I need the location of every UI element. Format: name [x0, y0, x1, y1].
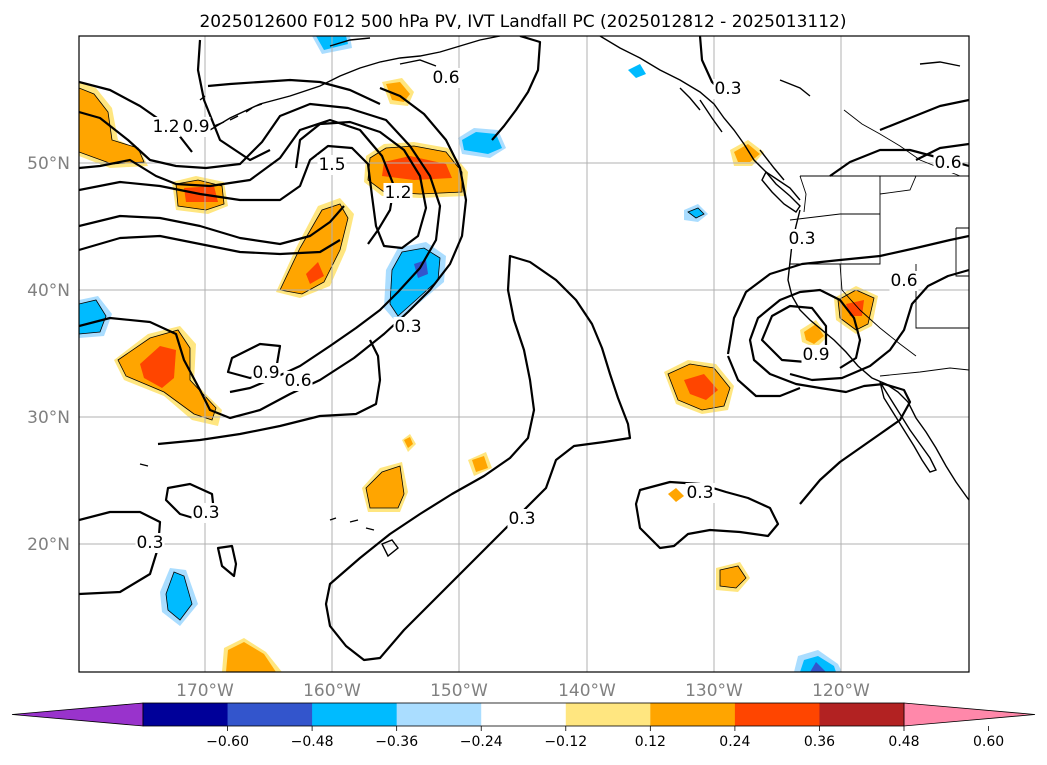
map-frame — [78, 35, 970, 673]
contour-label-0-9-west: 0.9 — [182, 117, 209, 137]
colorbar-tick-label: 0.36 — [804, 734, 835, 750]
contour-labels: 0.6 0.3 0.6 1.2 0.9 1.5 1.2 0.3 0.6 0.9 … — [135, 68, 963, 553]
colorbar-tick-label: −0.60 — [206, 734, 249, 750]
colorbar-extend-high — [903, 702, 1036, 727]
colorbar-segment — [227, 703, 313, 726]
lat-labels: 50°N 40°N 30°N 20°N — [27, 154, 70, 555]
map-area — [79, 36, 969, 672]
colorbar-tick-label: −0.24 — [460, 734, 503, 750]
contour-label-1-2-center: 1.2 — [384, 183, 411, 203]
colorbar-frame — [142, 702, 905, 727]
map-title: 2025012600 F012 500 hPa PV, IVT Landfall… — [199, 12, 846, 32]
lon-label-130w: 130°W — [685, 681, 743, 701]
colorbar-tick-label: 0.12 — [635, 734, 666, 750]
contour-label-0-9-south: 0.9 — [252, 363, 279, 383]
contour-label-1-2-west: 1.2 — [152, 117, 179, 137]
colorbar-extend-low — [11, 702, 144, 727]
colorbar-segment — [565, 703, 651, 726]
contour-label-1-5: 1.5 — [318, 155, 345, 175]
contour-label-0-3-mexico: 0.3 — [686, 483, 713, 503]
contour-label-0-6-canada: 0.6 — [934, 153, 961, 173]
contour-label-0-9-california: 0.9 — [802, 345, 829, 365]
colorbar-tick-label: 0.24 — [719, 734, 750, 750]
colorbar-segment — [143, 703, 229, 726]
contour-label-0-3-central: 0.3 — [394, 317, 421, 337]
lon-label-120w: 120°W — [812, 681, 870, 701]
contour-label-0-6-south: 0.6 — [284, 371, 311, 391]
contour-label-0-3-bc: 0.3 — [714, 79, 741, 99]
lon-label-150w: 150°W — [430, 681, 488, 701]
borders — [789, 109, 969, 377]
lat-label-50n: 50°N — [27, 154, 70, 174]
colorbar-tick-label: −0.48 — [291, 734, 334, 750]
negative-shading — [79, 36, 842, 672]
colorbar-tick-label: 0.48 — [888, 734, 919, 750]
colorbar-segment — [396, 703, 482, 726]
contour-label-0-3-hawaii: 0.3 — [508, 509, 535, 529]
lat-label-20n: 20°N — [27, 535, 70, 555]
colorbar-segment — [312, 703, 398, 726]
colorbar-tick-label: −0.12 — [544, 734, 587, 750]
lon-label-170w: 170°W — [176, 681, 234, 701]
contour-label-0-3-coast: 0.3 — [788, 229, 815, 249]
colorbar-tick-label: −0.36 — [375, 734, 418, 750]
colorbar-segment — [481, 703, 567, 726]
colorbar-segment — [734, 703, 820, 726]
contour-label-0-6-alaska: 0.6 — [432, 68, 459, 88]
colorbar-tick-label: 0.60 — [973, 734, 1004, 750]
lat-label-30n: 30°N — [27, 408, 70, 428]
contour-label-0-3-far-west: 0.3 — [136, 533, 163, 553]
colorbar-segment — [819, 703, 905, 726]
colorbar: −0.60 −0.48 −0.36 −0.24 −0.12 0.12 0.24 0.36 0.4… — [11, 702, 1036, 750]
contour-label-0-6-california: 0.6 — [890, 271, 917, 291]
lon-label-160w: 160°W — [303, 681, 361, 701]
lon-label-140w: 140°W — [558, 681, 616, 701]
lon-labels: 170°W 160°W 150°W 140°W 130°W 120°W — [176, 681, 870, 701]
coastlines — [139, 36, 969, 558]
lat-label-40n: 40°N — [27, 281, 70, 301]
contour-label-0-3-sw: 0.3 — [192, 503, 219, 523]
colorbar-segment — [650, 703, 736, 726]
